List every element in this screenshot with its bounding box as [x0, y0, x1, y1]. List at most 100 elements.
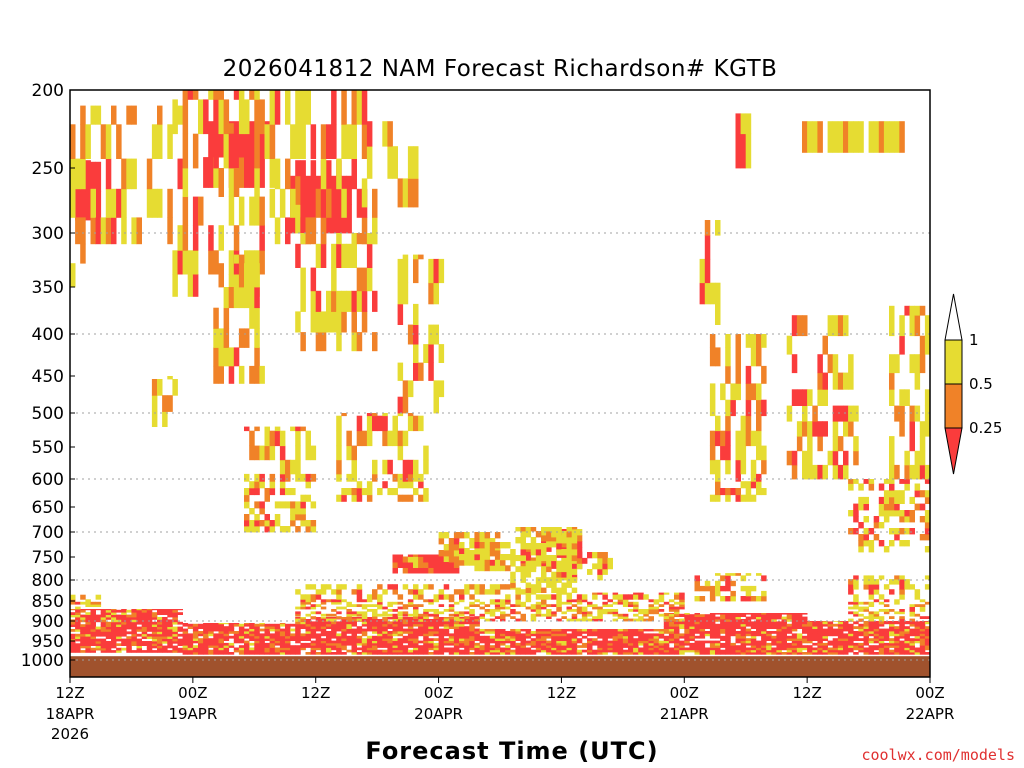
heatmap-cell	[745, 623, 752, 627]
heatmap-cell	[259, 501, 265, 509]
heatmap-cell	[597, 606, 603, 610]
heatmap-cell	[725, 488, 731, 496]
heatmap-cell	[899, 528, 905, 535]
heatmap-cell	[203, 623, 209, 625]
heatmap-cell	[756, 642, 762, 646]
heatmap-cell	[848, 623, 854, 627]
heatmap-cell	[505, 638, 511, 641]
heatmap-cell	[274, 652, 281, 655]
heatmap-cell	[85, 631, 91, 635]
heatmap-cell	[530, 589, 537, 595]
heatmap-cell	[448, 613, 455, 617]
heatmap-cell	[510, 629, 516, 632]
heatmap-cell	[500, 642, 506, 646]
heatmap-cell	[638, 647, 644, 651]
heatmap-cell	[817, 652, 823, 655]
heatmap-cell	[285, 633, 291, 637]
heatmap-cell	[566, 599, 572, 603]
y-tick-label: 200	[32, 81, 64, 101]
heatmap-cell	[361, 90, 368, 125]
heatmap-cell	[244, 623, 250, 627]
heatmap-cell	[878, 642, 885, 646]
heatmap-cell	[919, 421, 926, 437]
heatmap-cell	[238, 640, 245, 644]
heatmap-cell	[172, 650, 178, 653]
heatmap-cell	[254, 626, 260, 629]
heatmap-cell	[274, 628, 281, 632]
heatmap-cell	[745, 488, 752, 496]
heatmap-cell	[305, 631, 311, 634]
heatmap-cell	[397, 626, 404, 629]
heatmap-cell	[541, 638, 547, 641]
heatmap-cell	[735, 459, 741, 475]
heatmap-cell	[448, 538, 455, 545]
heatmap-cell	[899, 584, 905, 590]
heatmap-cell	[464, 649, 470, 653]
heatmap-cell	[715, 220, 721, 236]
heatmap-cell	[807, 645, 813, 648]
heatmap-cell	[402, 613, 409, 617]
heatmap-cell	[525, 547, 532, 552]
heatmap-cell	[167, 626, 173, 630]
heatmap-cell	[397, 601, 404, 605]
heatmap-cell	[341, 413, 347, 417]
heatmap-cell	[771, 614, 777, 617]
heatmap-cell	[382, 623, 388, 627]
heatmap-cell	[489, 649, 496, 653]
heatmap-cell	[249, 263, 255, 288]
heatmap-cell	[187, 638, 194, 641]
heatmap-cell	[361, 217, 368, 245]
heatmap-cell	[428, 645, 434, 648]
heatmap-cell	[172, 274, 178, 297]
heatmap-cell	[715, 652, 721, 655]
heatmap-cell	[80, 124, 86, 159]
heatmap-cell	[848, 579, 854, 585]
heatmap-cell	[233, 225, 240, 251]
heatmap-cell	[269, 647, 276, 651]
heatmap-cell	[581, 616, 588, 619]
heatmap-cell	[807, 652, 813, 655]
heatmap-cell	[904, 528, 910, 535]
heatmap-cell	[602, 631, 608, 634]
heatmap-cell	[745, 642, 752, 646]
heatmap-cell	[679, 606, 685, 610]
heatmap-cell	[464, 589, 470, 595]
heatmap-cell	[269, 633, 276, 637]
heatmap-cell	[612, 629, 619, 632]
heatmap-cell	[587, 640, 593, 644]
heatmap-cell	[633, 613, 639, 617]
heatmap-cell	[883, 479, 890, 484]
heatmap-cell	[919, 621, 926, 625]
heatmap-cell	[479, 631, 485, 634]
heatmap-cell	[817, 631, 823, 634]
heatmap-cell	[587, 604, 593, 607]
heatmap-cell	[551, 631, 557, 634]
heatmap-cell	[397, 494, 404, 502]
heatmap-cell	[561, 560, 567, 567]
heatmap-cell	[541, 640, 547, 644]
heatmap-cell	[80, 594, 86, 600]
heatmap-cell	[510, 635, 516, 639]
heatmap-cell	[863, 628, 869, 632]
heatmap-cell	[407, 617, 414, 620]
heatmap-cell	[873, 611, 880, 615]
heatmap-cell	[418, 645, 424, 648]
heatmap-cell	[709, 649, 716, 653]
heatmap-cell	[740, 640, 747, 644]
heatmap-cell	[428, 584, 434, 590]
heatmap-cell	[249, 647, 255, 651]
heatmap-cell	[95, 631, 102, 635]
heatmap-cell	[689, 614, 695, 617]
heatmap-cell	[274, 90, 281, 125]
heatmap-cell	[766, 638, 772, 641]
heatmap-cell	[581, 645, 588, 648]
heatmap-cell	[70, 629, 76, 632]
heatmap-cell	[699, 623, 706, 627]
heatmap-cell	[208, 628, 214, 632]
heatmap-cell	[648, 638, 654, 641]
heatmap-cell	[694, 649, 700, 653]
heatmap-cell	[745, 334, 752, 348]
heatmap-cell	[709, 585, 716, 592]
heatmap-cell	[873, 647, 880, 651]
heatmap-cell	[392, 618, 398, 622]
